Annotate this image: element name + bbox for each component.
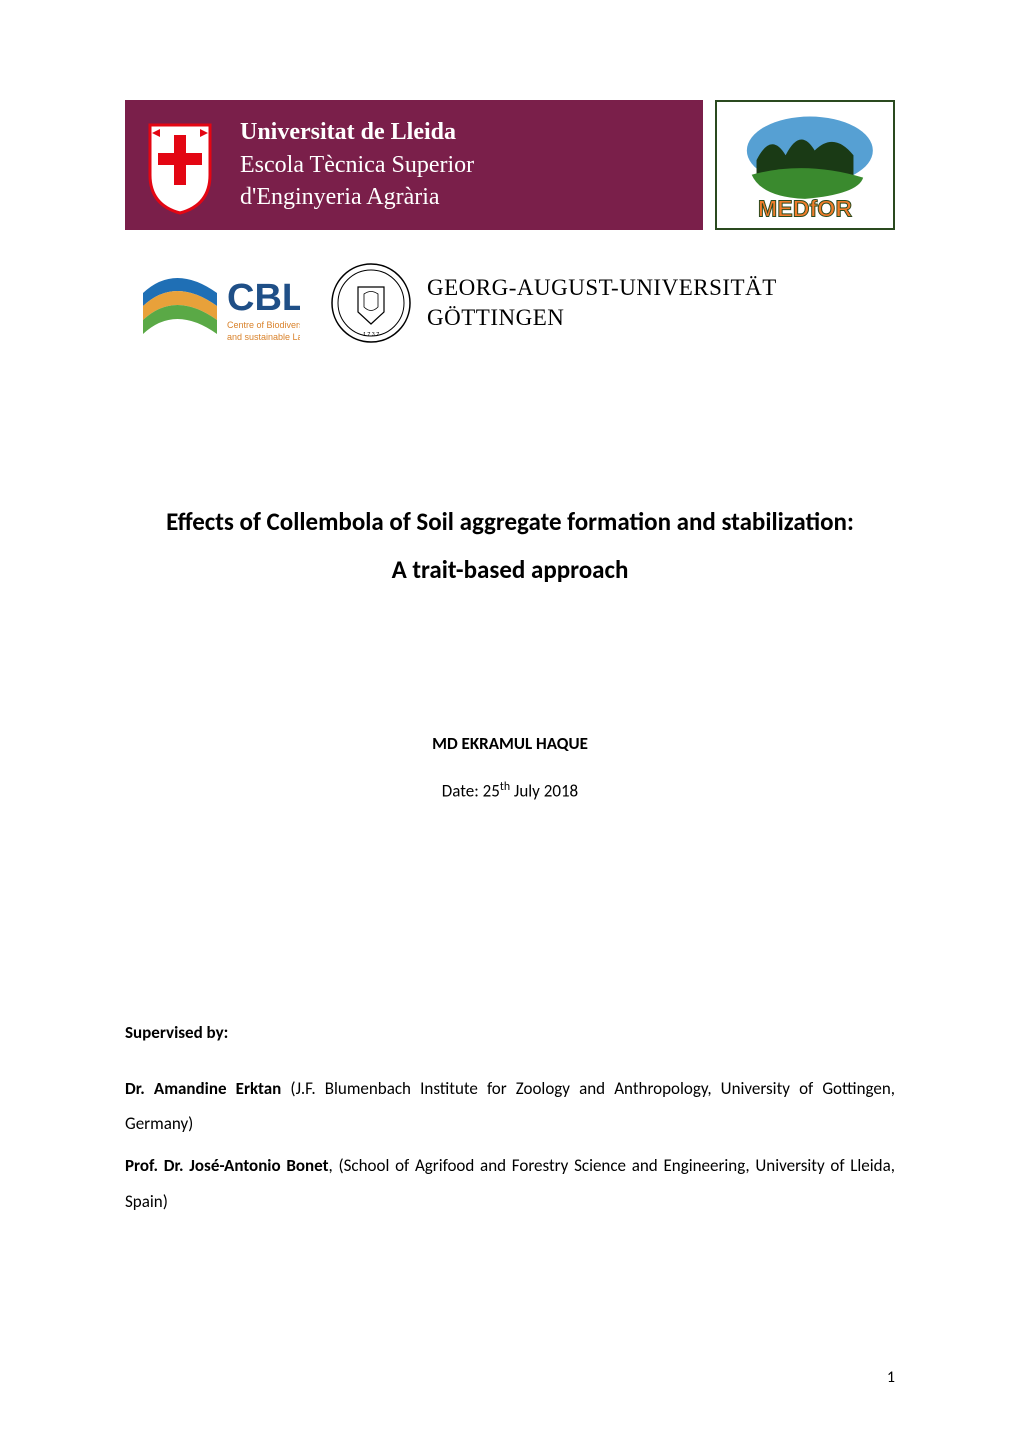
page-number: 1 [887, 1368, 895, 1387]
svg-text:MEDfOR: MEDfOR [758, 195, 852, 221]
gau-seal-icon: 1 7 3 7 [330, 262, 412, 344]
svg-text:and sustainable Land Us: and sustainable Land Us [227, 332, 300, 342]
udl-line1: Universitat de Lleida [240, 116, 474, 148]
svg-text:1 7 3 7: 1 7 3 7 [363, 330, 379, 338]
udl-line3: d'Enginyeria Agrària [240, 181, 474, 213]
udl-text-block: Universitat de Lleida Escola Tècnica Sup… [240, 116, 474, 213]
supervision-block: Supervised by: Dr. Amandine Erktan (J.F.… [125, 1022, 895, 1220]
supervisor-entry-2: Prof. Dr. José-Antonio Bonet, (School of… [125, 1148, 895, 1219]
header-logo-row-1: Universitat de Lleida Escola Tècnica Sup… [125, 100, 895, 230]
gau-logo-block: 1 7 3 7 GEORG-AUGUST-UNIVERSITÄT GÖTTING… [330, 262, 777, 344]
supervision-heading: Supervised by: [125, 1022, 895, 1043]
gau-text: GEORG-AUGUST-UNIVERSITÄT GÖTTINGEN [427, 273, 777, 333]
supervisor-entry-1: Dr. Amandine Erktan (J.F. Blumenbach Ins… [125, 1071, 895, 1142]
date-suffix: July 2018 [510, 781, 578, 802]
svg-text:Centre of Biodiversity: Centre of Biodiversity [227, 320, 300, 330]
author-block: MD EKRAMUL HAQUE Date: 25th July 2018 [125, 733, 895, 802]
cbl-logo: CBL Centre of Biodiversity and sustainab… [135, 248, 300, 358]
date-superscript: th [500, 780, 510, 794]
svg-text:CBL: CBL [227, 277, 300, 319]
gau-line1: GEORG-AUGUST-UNIVERSITÄT [427, 273, 777, 303]
author-name: MD EKRAMUL HAQUE [125, 733, 895, 754]
udl-shield-logo [137, 115, 222, 215]
udl-banner: Universitat de Lleida Escola Tècnica Sup… [125, 100, 703, 230]
title-line-2: A trait-based approach [125, 546, 895, 594]
supervisor-name-1: Dr. Amandine Erktan [125, 1078, 281, 1099]
medfor-logo: MEDfOR [715, 100, 895, 230]
header-logo-row-2: CBL Centre of Biodiversity and sustainab… [125, 248, 895, 358]
date-prefix: Date: 25 [442, 781, 500, 802]
udl-line2: Escola Tècnica Superior [240, 149, 474, 181]
title-line-1: Effects of Collembola of Soil aggregate … [125, 498, 895, 546]
title-block: Effects of Collembola of Soil aggregate … [125, 498, 895, 593]
gau-line2: GÖTTINGEN [427, 303, 777, 333]
date-line: Date: 25th July 2018 [125, 780, 895, 802]
supervisor-name-2: Prof. Dr. José-Antonio Bonet [125, 1155, 328, 1176]
